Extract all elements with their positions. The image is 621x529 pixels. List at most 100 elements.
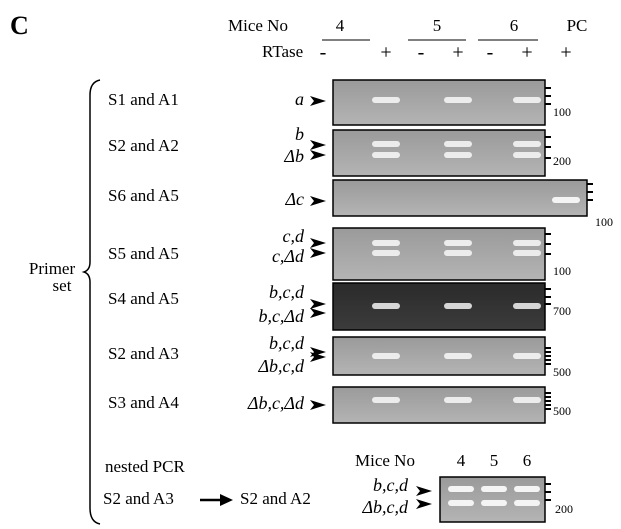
mice-label: Mice No (228, 16, 288, 35)
mice-number: 5 (433, 16, 442, 35)
band-label: Δb (283, 146, 304, 166)
band-label: b,c,d (269, 333, 305, 353)
marker-size: 100 (553, 105, 571, 119)
mice-number: 4 (457, 451, 466, 470)
rtase-sign: - (418, 42, 425, 64)
band (372, 240, 400, 246)
band (514, 486, 540, 492)
arrowhead (310, 96, 326, 106)
marker-size: 100 (595, 215, 613, 229)
primer-name: S1 and A1 (108, 90, 179, 109)
band-label: Δb,c,d (361, 497, 409, 517)
band (444, 353, 472, 359)
band-label: Δb,c,Δd (247, 393, 305, 413)
primer-name: S2 and A2 (108, 136, 179, 155)
band (372, 141, 400, 147)
gel (333, 130, 545, 176)
nested-title: nested PCR (105, 457, 185, 476)
band (444, 250, 472, 256)
rtase-sign: + (560, 42, 571, 64)
gel (440, 477, 545, 522)
primer-name: S3 and A4 (108, 393, 179, 412)
band (481, 500, 507, 506)
band (372, 303, 400, 309)
band (513, 141, 541, 147)
mice-label: Mice No (355, 451, 415, 470)
nested-to: S2 and A2 (240, 489, 311, 508)
band (372, 97, 400, 103)
arrowhead (416, 486, 432, 496)
band (444, 303, 472, 309)
band-label: b,c,Δd (258, 306, 305, 326)
primer-label: set (53, 276, 72, 295)
band (481, 486, 507, 492)
arrowhead (310, 238, 326, 248)
band (513, 152, 541, 158)
band (372, 397, 400, 403)
arrowhead (310, 308, 326, 318)
band-label: b (295, 124, 304, 144)
mice-number: 4 (336, 16, 345, 35)
marker-size: 200 (555, 502, 573, 516)
band (513, 303, 541, 309)
gel (333, 387, 545, 423)
band (444, 141, 472, 147)
band (513, 397, 541, 403)
band-label: b,c,d (269, 282, 305, 302)
band (448, 500, 474, 506)
marker-size: 500 (553, 365, 571, 379)
marker-size: 100 (553, 264, 571, 278)
band (444, 152, 472, 158)
band (372, 353, 400, 359)
band (444, 397, 472, 403)
band-label: a (295, 89, 304, 109)
band (552, 197, 580, 203)
bracket (84, 80, 100, 524)
band (448, 486, 474, 492)
primer-name: S6 and A5 (108, 186, 179, 205)
band-label: c,Δd (272, 246, 305, 266)
band (513, 250, 541, 256)
primer-name: S2 and A3 (108, 344, 179, 363)
arrowhead (310, 400, 326, 410)
band (513, 97, 541, 103)
band-label: b,c,d (373, 475, 409, 495)
arrowhead (310, 196, 326, 206)
primer-name: S5 and A5 (108, 244, 179, 263)
marker-size: 500 (553, 404, 571, 418)
rtase-sign: - (320, 42, 327, 64)
arrowhead (310, 248, 326, 258)
gel (333, 80, 545, 125)
mice-number: 6 (510, 16, 519, 35)
mice-number: 5 (490, 451, 499, 470)
band (444, 97, 472, 103)
marker-size: 200 (553, 154, 571, 168)
band-label: Δb,c,d (257, 356, 305, 376)
rtase-sign: + (452, 42, 463, 64)
band-label: Δc (284, 189, 304, 209)
mice-number: 6 (523, 451, 532, 470)
band (513, 240, 541, 246)
band (372, 250, 400, 256)
band (513, 353, 541, 359)
rtase-label: RTase (262, 42, 303, 61)
marker-size: 700 (553, 304, 571, 318)
rtase-sign: + (521, 42, 532, 64)
band (514, 500, 540, 506)
arrow-head (220, 494, 233, 506)
arrowhead (310, 299, 326, 309)
nested-from: S2 and A3 (103, 489, 174, 508)
figure: CMice No456PCRTase-+-+-++PrimersetS1 and… (0, 0, 621, 529)
band (372, 152, 400, 158)
band (444, 240, 472, 246)
panel-label: C (10, 11, 29, 40)
rtase-sign: + (380, 42, 391, 64)
arrowhead (310, 150, 326, 160)
gel (333, 180, 587, 216)
rtase-sign: - (487, 42, 494, 64)
primer-name: S4 and A5 (108, 289, 179, 308)
mice-number: PC (567, 16, 588, 35)
band-label: c,d (283, 226, 305, 246)
arrowhead (416, 499, 432, 509)
arrowhead (310, 140, 326, 150)
